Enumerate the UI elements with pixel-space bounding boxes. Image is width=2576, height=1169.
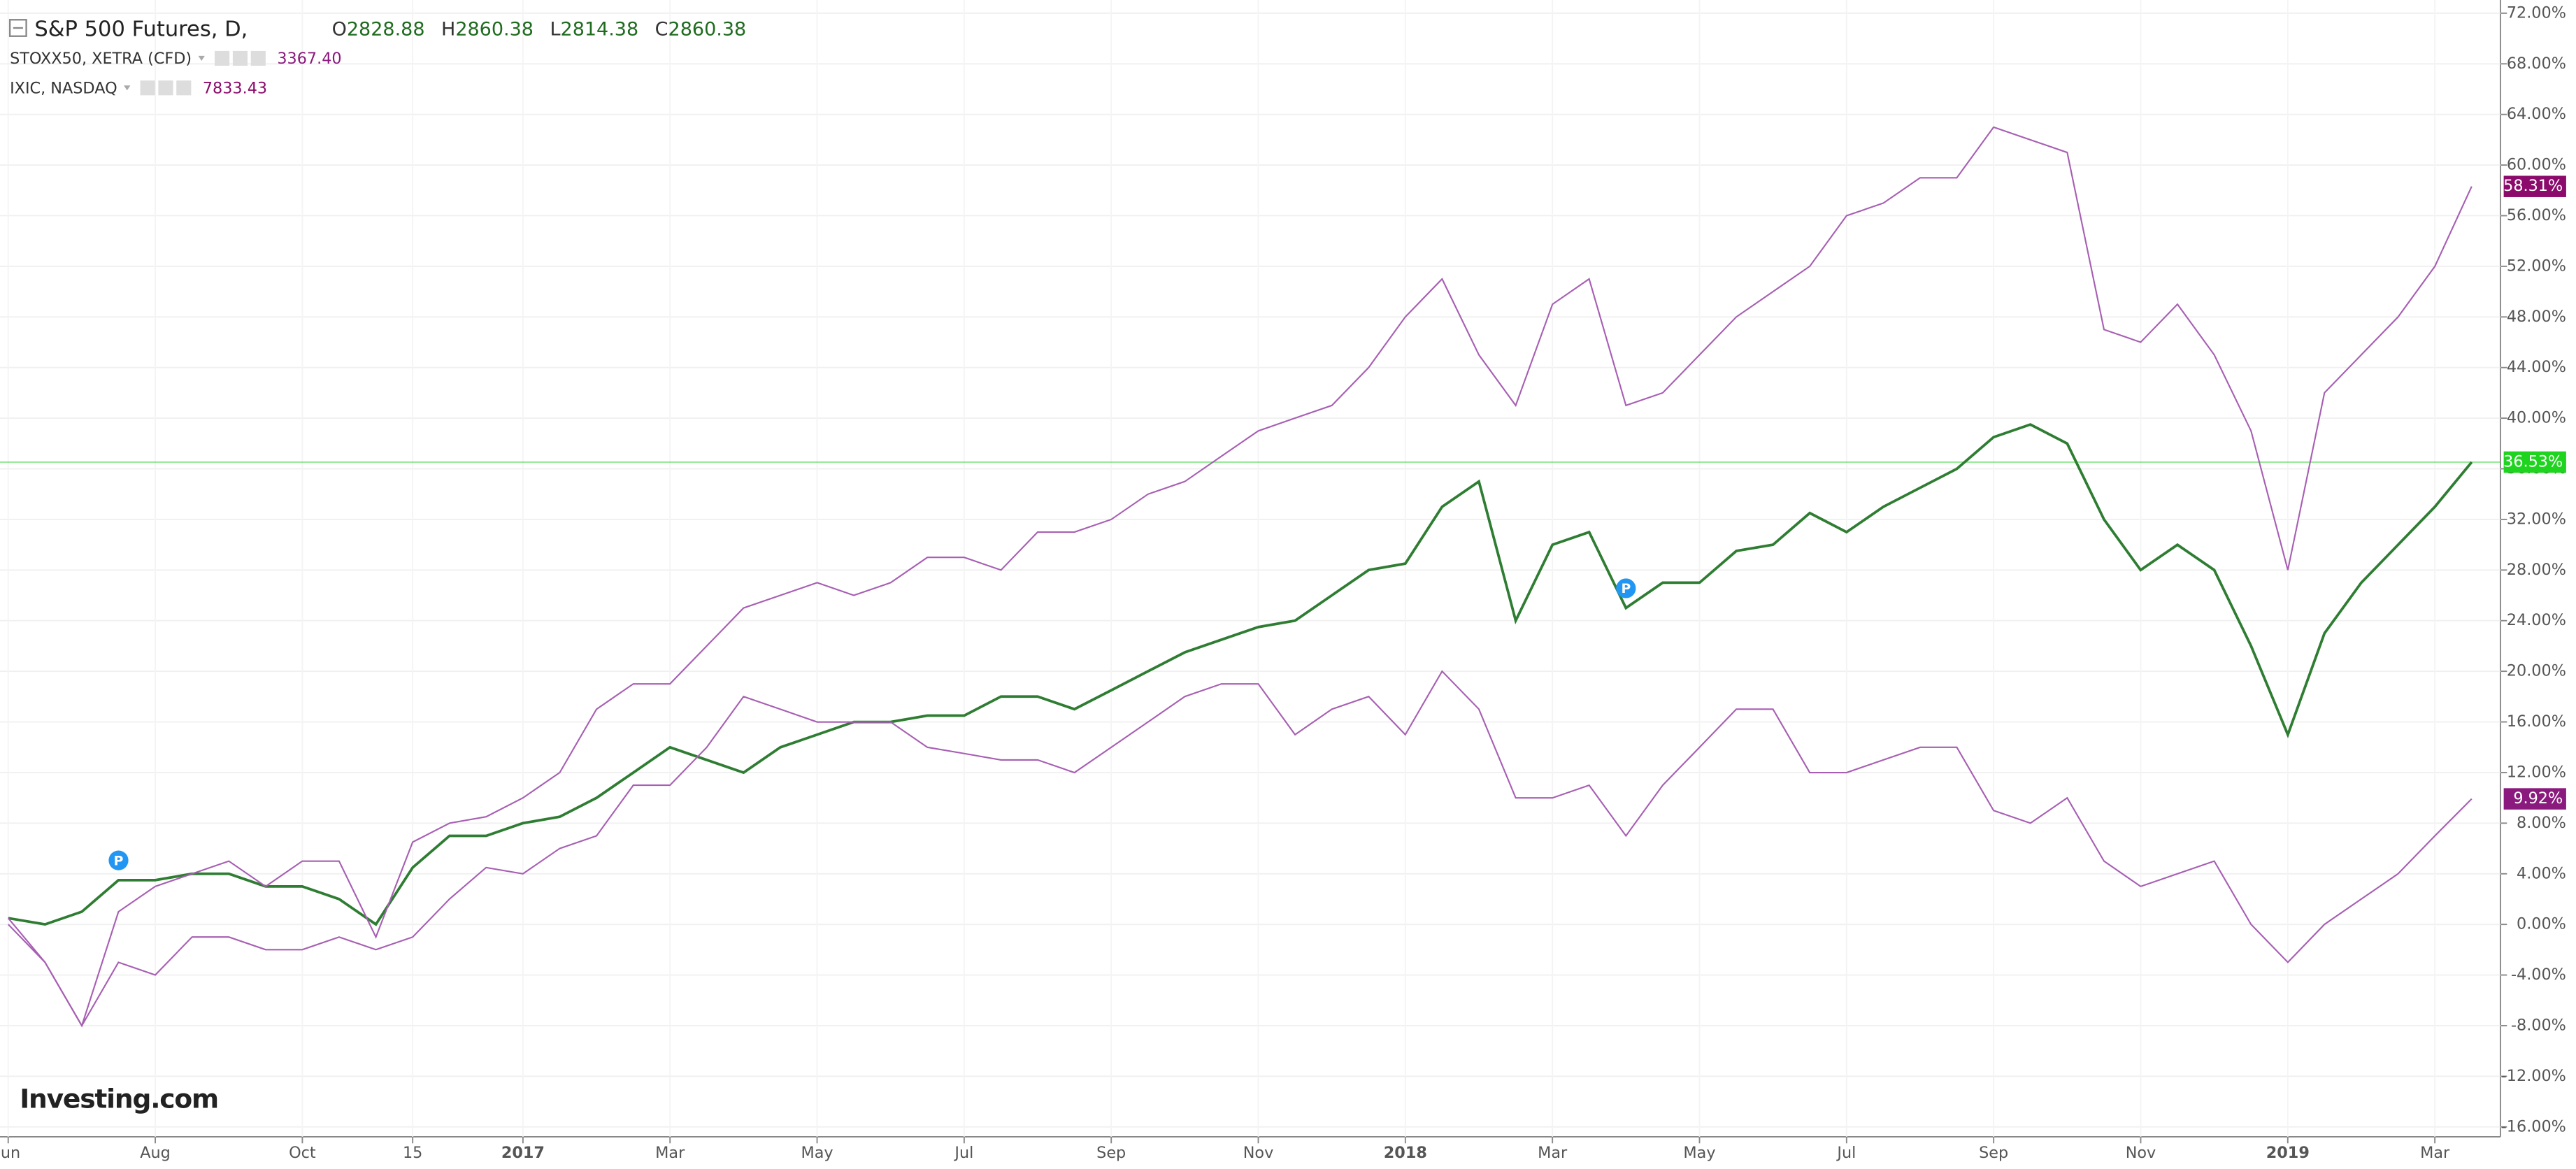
y-tick-label: 56.00% [2507, 206, 2566, 224]
x-tick-label: Sep [1979, 1144, 2008, 1162]
legend-main[interactable]: S&P 500 Futures, D, [34, 17, 248, 41]
x-tick-label: Jun [0, 1144, 20, 1162]
legend-icon[interactable] [140, 80, 155, 96]
event-marker [1616, 578, 1636, 598]
price-line [8, 423, 2473, 926]
x-tick-label: 15 [403, 1144, 422, 1162]
ohlc-key: H [441, 18, 455, 40]
legend-value: 3367.40 [277, 50, 341, 68]
y-tick-label: -8.00% [2511, 1016, 2566, 1034]
ohlc: O2828.88 H2860.38 L2814.38 C2860.38 [332, 18, 747, 40]
x-tick-label: 2019 [2266, 1144, 2310, 1162]
collapse-icon[interactable] [8, 19, 27, 37]
x-tick-label: 2018 [1384, 1144, 1427, 1162]
y-tick-label: 52.00% [2507, 257, 2566, 275]
y-tick-label: 12.00% [2507, 763, 2566, 781]
y-tick-label: 44.00% [2507, 358, 2566, 376]
y-tick-label: 8.00% [2517, 814, 2566, 832]
comparison-line [7, 126, 2473, 1028]
y-tick-label: 0.00% [2517, 915, 2566, 933]
x-tick-label: Jul [953, 1144, 973, 1162]
x-tick-label: Nov [1243, 1144, 1274, 1162]
y-tick-label: 24.00% [2507, 611, 2566, 629]
y-tick-label: 72.00% [2507, 3, 2566, 22]
x-tick-label: Mar [1538, 1144, 1568, 1162]
y-tick-label: 28.00% [2507, 561, 2566, 579]
y-tick-label: 60.00% [2507, 156, 2566, 174]
y-tick-label: 32.00% [2507, 510, 2566, 528]
legend-entry[interactable]: IXIC, NASDAQ [10, 79, 117, 97]
y-tick-label: 68.00% [2507, 55, 2566, 73]
value-label: 58.31% [2503, 177, 2563, 195]
ohlc-value: 2860.38 [455, 18, 534, 40]
x-tick-label: Nov [2126, 1144, 2156, 1162]
ohlc-key: L [550, 18, 560, 40]
event-marker-label: P [1621, 582, 1631, 596]
x-tick-label: Sep [1096, 1144, 1126, 1162]
watermark: Investing.com [20, 1084, 218, 1114]
y-tick-label: 64.00% [2507, 105, 2566, 123]
value-badge [2503, 175, 2566, 197]
ohlc-value: 2828.88 [347, 18, 425, 40]
y-tick-label: -12.00% [2501, 1067, 2566, 1085]
y-tick-label: 40.00% [2507, 409, 2566, 427]
series-name: S&P 500 Futures, D, [34, 17, 248, 41]
y-tick-label: -16.00% [2501, 1117, 2566, 1135]
ohlc-value: 2860.38 [668, 18, 747, 40]
event-marker [108, 850, 129, 870]
y-tick-label: -4.00% [2511, 966, 2566, 984]
x-tick-label: May [801, 1144, 833, 1162]
legend-dropdown [198, 55, 205, 61]
event-marker-label: P [114, 854, 124, 868]
legend-icon[interactable] [158, 80, 173, 96]
legend-entry[interactable]: STOXX50, XETRA (CFD) [10, 50, 192, 68]
ohlc-value: 2814.38 [561, 18, 639, 40]
x-tick-label: Mar [2420, 1144, 2450, 1162]
value-label: 9.92% [2513, 789, 2563, 808]
legend-icon[interactable] [176, 80, 192, 96]
y-tick-label: 20.00% [2507, 662, 2566, 680]
y-tick-label: 16.00% [2507, 712, 2566, 731]
y-tick-label: 48.00% [2507, 308, 2566, 326]
legend-value: 7833.43 [203, 79, 267, 97]
x-tick-label: Mar [655, 1144, 685, 1162]
legend-dropdown [124, 85, 131, 91]
legend-icon[interactable] [250, 50, 266, 66]
ohlc-key: C [655, 18, 668, 40]
x-tick-label: 2017 [501, 1144, 545, 1162]
ohlc-key: O [332, 18, 347, 40]
x-tick-label: May [1683, 1144, 1715, 1162]
value-badge [2503, 788, 2566, 810]
x-tick-label: Jul [1836, 1144, 1856, 1162]
value-badge [2503, 451, 2566, 473]
comparison-line [7, 670, 2473, 1028]
legend-icon[interactable] [215, 50, 230, 66]
x-tick-label: Aug [140, 1144, 171, 1162]
x-tick-label: Oct [289, 1144, 316, 1162]
value-label: 36.53% [2503, 452, 2563, 471]
legend-icon[interactable] [232, 50, 248, 66]
y-tick-label: 4.00% [2517, 864, 2566, 882]
